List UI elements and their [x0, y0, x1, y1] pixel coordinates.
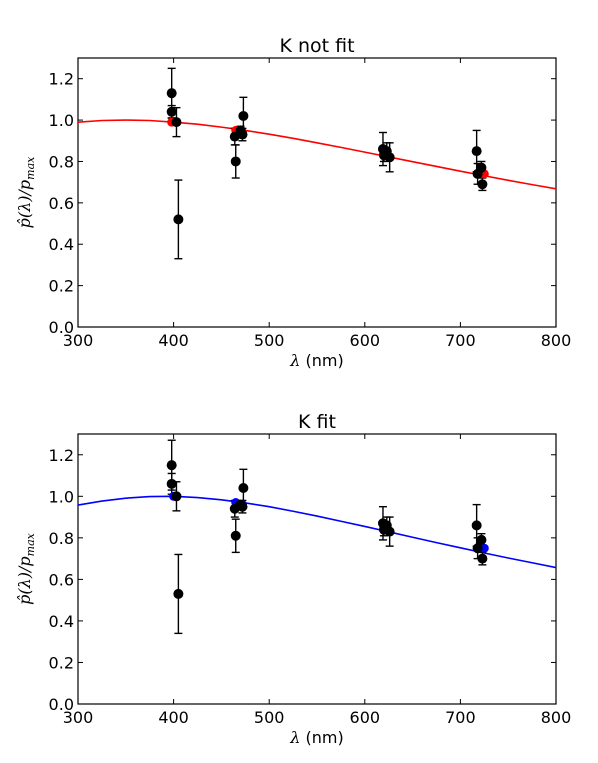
y-tick-label: 0.4: [49, 235, 74, 254]
y-tick-label: 0.4: [49, 612, 74, 631]
x-tick-label: 700: [445, 708, 476, 727]
data-point: [477, 179, 488, 190]
data-point: [166, 460, 177, 471]
data-point: [173, 214, 184, 225]
y-tick-label: 0.2: [49, 653, 74, 672]
y-tick-label: 0.0: [49, 318, 74, 337]
data-point: [166, 478, 177, 489]
data-point: [166, 88, 177, 99]
x-tick-label: 600: [350, 331, 381, 350]
y-axis-label: p̂(λ)/pmax: [15, 532, 37, 604]
chart-title: K not fit: [279, 35, 354, 57]
data-point: [171, 491, 182, 502]
x-tick-label: 800: [541, 331, 572, 350]
data-point: [237, 129, 248, 140]
x-axis-label: λ (nm): [289, 728, 343, 747]
x-tick-label: 400: [158, 708, 189, 727]
data-point: [238, 483, 249, 493]
data-point: [166, 106, 177, 117]
x-axis-label: λ (nm): [289, 351, 343, 370]
data-point: [237, 501, 248, 512]
x-tick-label: 800: [541, 708, 572, 727]
data-point: [230, 156, 241, 167]
y-tick-label: 1.0: [49, 111, 74, 130]
data-point: [171, 117, 182, 128]
x-tick-label: 500: [254, 331, 285, 350]
y-axis-label: p̂(λ)/pmax: [15, 156, 37, 228]
x-tick-label: 600: [350, 708, 381, 727]
y-tick-label: 0.2: [49, 277, 74, 296]
x-tick-label: 300: [63, 331, 94, 350]
x-tick-label: 500: [254, 708, 285, 727]
plot-frame: [77, 57, 557, 328]
y-tick-label: 1.2: [49, 446, 74, 465]
data-point: [471, 146, 482, 157]
data-point: [384, 526, 395, 537]
x-tick-label: 300: [63, 708, 94, 727]
x-tick-label: 700: [445, 331, 476, 350]
data-point: [476, 534, 487, 545]
data-point: [384, 152, 395, 163]
chart-panel-1: K not fit 300 400 500 600 700 800 0.0 0.2 0.4 0.6 0…: [15, 35, 571, 370]
data-point: [173, 588, 184, 599]
y-tick-label: 0.8: [49, 152, 74, 171]
data-point: [238, 110, 249, 121]
data-point: [471, 520, 482, 531]
y-tick-label: 0.6: [49, 570, 74, 589]
y-tick-label: 0.0: [49, 695, 74, 714]
plot-frame: [77, 433, 557, 705]
y-tick-label: 1.2: [49, 70, 74, 89]
x-tick-label: 400: [158, 331, 189, 350]
y-tick-label: 0.6: [49, 194, 74, 213]
y-tick-label: 0.8: [49, 529, 74, 548]
y-tick-label: 1.0: [49, 487, 74, 506]
data-point: [230, 530, 241, 541]
chart-title: K fit: [298, 411, 336, 433]
chart-panel-2: K fit 300 400 500 600 700 800 0.0 0.2 0.4 0.6 0.8 1.…: [15, 411, 571, 747]
data-point: [472, 543, 483, 554]
data-point: [476, 162, 487, 173]
data-point: [477, 553, 488, 564]
